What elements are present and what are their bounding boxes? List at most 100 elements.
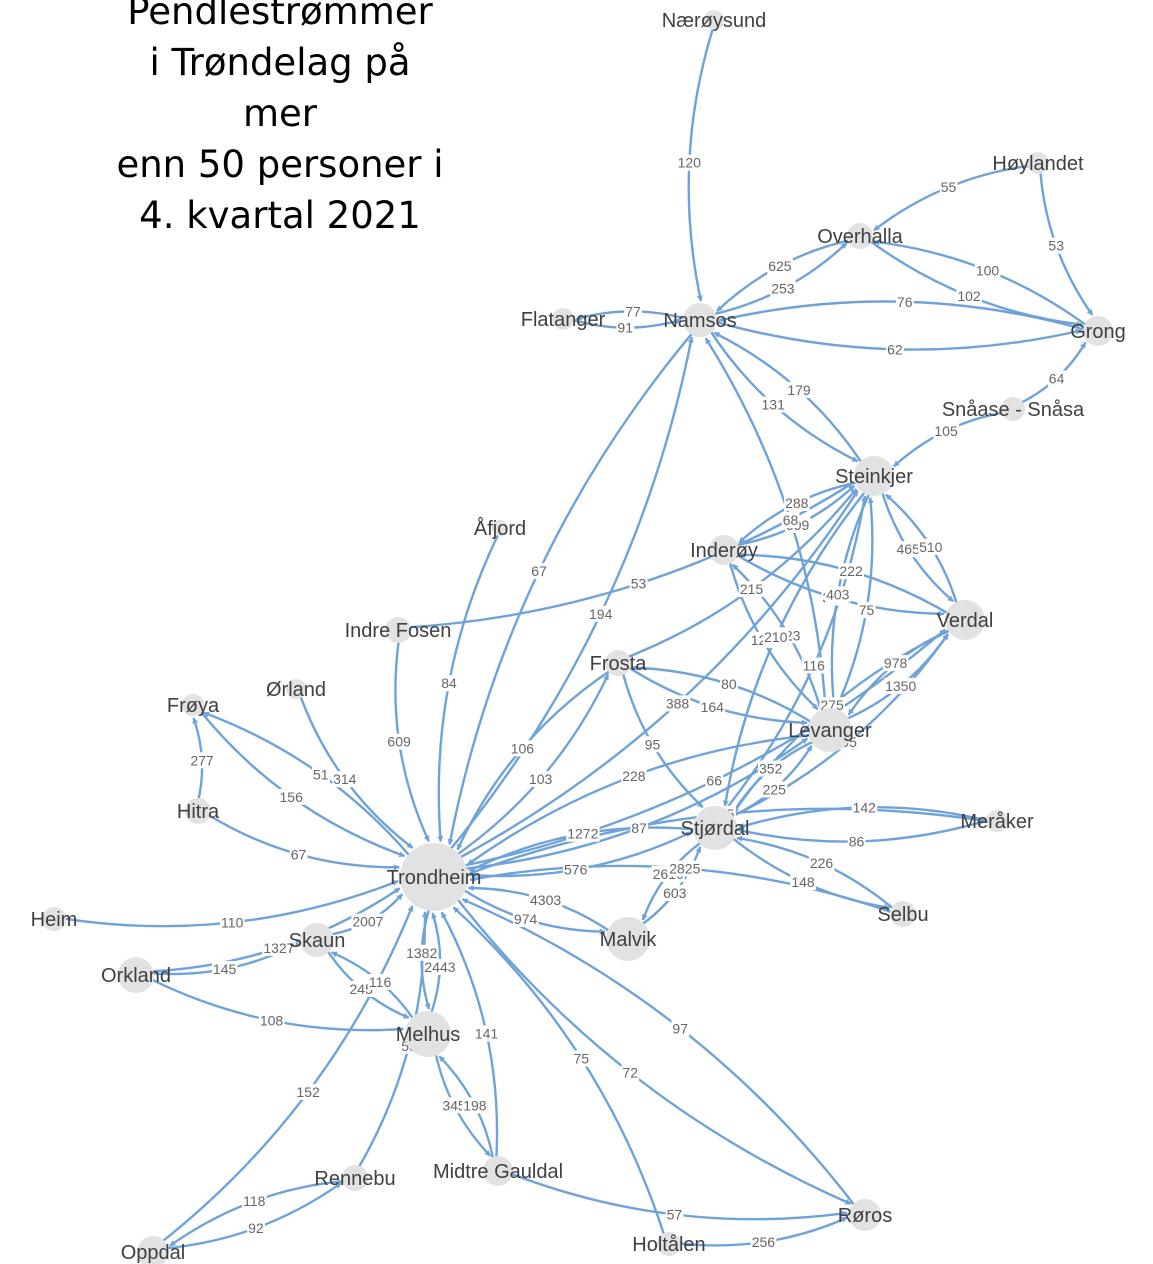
node-Høylandet[interactable]: Høylandet [992,152,1084,175]
edge-value-label: 603 [663,885,687,901]
edge-label-background [529,891,563,908]
edge-label-background [332,771,358,788]
edge-label-background [278,788,305,805]
edge-value-label: 576 [564,862,588,878]
edge-Trondheim-to-Frøya [203,711,419,866]
node-Hitra[interactable]: Hitra [177,798,220,824]
node-circle[interactable] [890,901,916,927]
node-Trondheim[interactable]: Trondheim [387,843,482,911]
node-Meråker[interactable]: Meråker [960,810,1034,833]
node-Ørland[interactable]: Ørland [266,679,326,701]
node-circle[interactable] [300,923,334,957]
node-circle[interactable] [483,1156,513,1186]
edge-label-background [441,1097,467,1114]
node-circle[interactable] [986,810,1008,832]
node-Verdal[interactable]: Verdal [937,600,994,640]
node-circle[interactable] [847,223,873,249]
node-circle[interactable] [605,650,631,676]
edge-Steinkjer-to-Namsos [713,331,867,469]
node-label: Frosta [590,653,648,675]
node-circle[interactable] [492,520,508,536]
node-circle[interactable] [405,1011,451,1057]
edge-label-background [884,677,918,694]
node-Steinkjer[interactable]: Steinkjer [835,456,913,496]
node-circle[interactable] [945,600,985,640]
node-circle[interactable] [849,1199,881,1231]
node-label: Midtre Gauldal [433,1161,563,1183]
node-circle[interactable] [286,679,306,699]
edge-label-background [786,381,812,398]
edge-label-background [933,422,959,439]
node-Heim[interactable]: Heim [31,907,78,931]
node-circle[interactable] [552,308,574,330]
node-label: Rennebu [314,1168,395,1190]
edge-label-background [367,974,393,990]
edge-value-label: 108 [260,1013,284,1029]
node-circle[interactable] [808,708,852,752]
edge-value-label: 245 [350,981,374,997]
node-circle[interactable] [342,1165,368,1191]
edge-label-background [761,781,788,798]
edge-Selbu-to-Stjørdal [736,835,897,912]
node-circle[interactable] [1083,316,1113,346]
edge-value-label: 1350 [885,678,916,694]
node-Frøya[interactable]: Frøya [167,694,220,717]
node-Snåase[interactable]: Snåase - Snåsa [942,397,1085,421]
node-Inderøy[interactable]: Inderøy [690,535,758,565]
edge-label-background [676,154,703,171]
node-circle[interactable] [1001,397,1025,421]
node-circle[interactable] [709,535,739,565]
node-Namsos[interactable]: Namsos [663,303,737,337]
edge-value-label: 256 [752,1234,776,1250]
node-circle[interactable] [693,806,737,850]
node-circle[interactable] [185,798,211,824]
node-Grong[interactable]: Grong [1070,316,1126,346]
edge-label-background [220,914,245,931]
node-Åfjord[interactable]: Åfjord [474,517,526,540]
node-label: Orkland [101,965,171,987]
node-circle[interactable] [606,917,650,961]
node-circle[interactable] [704,10,724,30]
node-label: Skaun [289,930,346,952]
edge-label-background [801,657,827,674]
edge-label-background [566,825,600,842]
node-Midtre Gauldal[interactable]: Midtre Gauldal [433,1156,563,1186]
edge-label-background [895,293,914,310]
edge-label-background [247,1220,265,1236]
edge-Namsos-to-Steinkjer [706,326,859,463]
node-Frosta[interactable]: Frosta [590,650,648,676]
node-circle[interactable] [657,1232,681,1256]
node-circle[interactable] [683,303,717,337]
edge-value-label: 352 [759,761,783,777]
edge-label-background [643,736,662,753]
node-Overhalla[interactable]: Overhalla [817,223,904,249]
node-Malvik[interactable]: Malvik [600,917,658,961]
node-Skaun[interactable]: Skaun [289,923,346,957]
node-circle[interactable] [182,694,204,716]
node-circle[interactable] [400,843,468,911]
node-Stjørdal[interactable]: Stjørdal [681,806,750,850]
node-Flatanger[interactable]: Flatanger [521,308,606,331]
node-Selbu[interactable]: Selbu [877,901,929,927]
node-Rennebu[interactable]: Rennebu [314,1165,396,1191]
node-Melhus[interactable]: Melhus [396,1011,460,1057]
node-circle[interactable] [854,456,894,496]
node-circle[interactable] [137,1236,169,1264]
edge-Overhalla-to-Namsos [715,238,854,313]
node-Holtålen[interactable]: Holtålen [632,1232,706,1256]
edge-label-background [530,562,549,579]
node-Orkland[interactable]: Orkland [101,957,171,993]
node-circle[interactable] [42,907,66,931]
edge-value-label: 253 [771,281,795,297]
edge-label-background [295,1083,321,1100]
node-circle[interactable] [118,957,154,993]
node-Røros[interactable]: Røros [838,1199,892,1231]
node-Levanger[interactable]: Levanger [788,708,872,752]
edge-value-label: 978 [884,655,908,671]
node-Nærøysund[interactable]: Nærøysund [662,10,766,32]
node-Oppdal[interactable]: Oppdal [121,1236,186,1264]
node-circle[interactable] [385,617,411,643]
node-Indre Fosen[interactable]: Indre Fosen [345,617,452,643]
node-circle[interactable] [1027,152,1049,174]
